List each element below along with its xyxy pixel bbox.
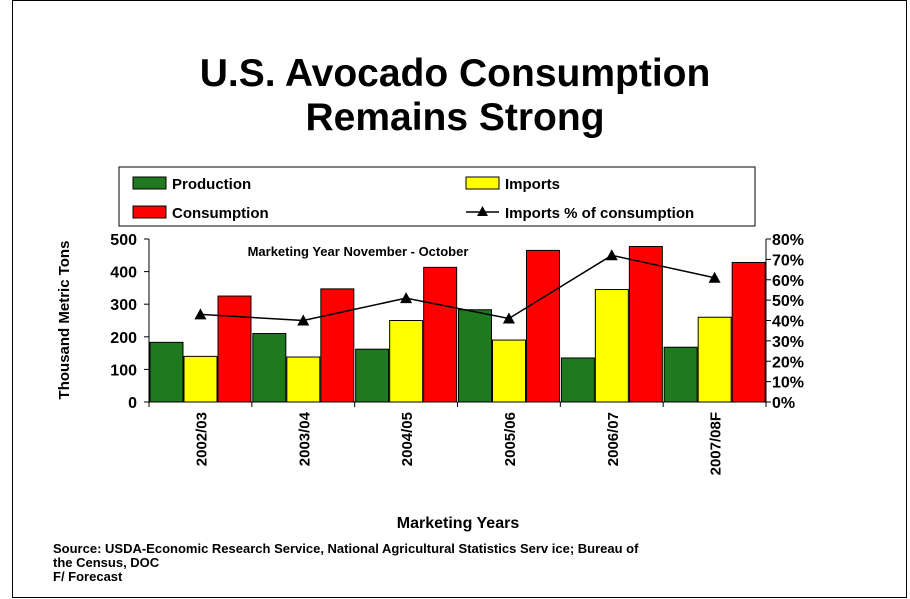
title-line-1: U.S. Avocado Consumption xyxy=(199,52,711,95)
imports-pct-marker-5 xyxy=(708,271,721,283)
bar-imports-5 xyxy=(697,316,732,403)
plot-area: Marketing Year November - October 0 100 200… xyxy=(110,232,804,475)
y2-tick-label-20: 20% xyxy=(772,354,804,371)
legend-marker-imports-pct xyxy=(477,206,488,216)
imports-pct-marker-4 xyxy=(605,249,618,261)
bar-production-4 xyxy=(560,357,595,403)
title-line-2: Remains Strong xyxy=(305,96,605,139)
bar-imports-1 xyxy=(286,356,321,403)
x-tick-label-5: 2007/08F xyxy=(708,412,725,475)
y2-tick-label-70: 70% xyxy=(772,252,804,269)
imports-pct-marker-3 xyxy=(502,312,515,324)
y-tick-label-300: 300 xyxy=(110,297,137,314)
y-tick-label-100: 100 xyxy=(110,362,137,379)
imports-pct-line xyxy=(200,254,715,322)
imports-pct-marker-1 xyxy=(297,314,310,326)
bar-production-3 xyxy=(458,309,492,403)
y-tick-label-200: 200 xyxy=(110,330,137,347)
bar-production-0 xyxy=(149,341,184,403)
bar-production-2 xyxy=(355,348,390,403)
legend: Production Imports Consumption Imports %… xyxy=(118,166,756,227)
y2-tick-label-80: 80% xyxy=(772,232,804,249)
source-line-1: Source: USDA-Economic Research Service, … xyxy=(53,541,639,556)
chart-annotation: Marketing Year November - October xyxy=(248,244,469,259)
y-tick-label-0: 0 xyxy=(128,395,137,412)
x-tick-label-0: 2002/03 xyxy=(193,412,210,466)
bar-imports-2 xyxy=(389,320,424,403)
bar-consumption-1 xyxy=(320,288,355,403)
legend-swatch-imports xyxy=(465,176,500,190)
x-tick-label-3: 2005/06 xyxy=(502,412,519,466)
bar-imports-3 xyxy=(492,339,526,403)
source-note: Source: USDA-Economic Research Service, … xyxy=(53,542,853,584)
y-tick-label-400: 400 xyxy=(110,265,137,282)
bar-imports-0 xyxy=(183,355,218,403)
x-axis-label: Marketing Years xyxy=(397,515,520,532)
legend-label-consumption: Consumption xyxy=(172,205,269,222)
legend-box xyxy=(118,166,756,227)
x-tick-label-2: 2004/05 xyxy=(399,412,416,466)
y2-tick-label-10: 10% xyxy=(772,375,804,392)
y-tick-label-500: 500 xyxy=(110,232,137,249)
y2-tick-label-60: 60% xyxy=(772,273,804,290)
y2-tick-label-0: 0% xyxy=(772,395,795,412)
bar-consumption-5 xyxy=(731,261,766,403)
legend-label-imports-pct: Imports % of consumption xyxy=(505,205,694,222)
bar-consumption-0 xyxy=(217,295,252,403)
legend-label-imports: Imports xyxy=(505,176,560,193)
source-line-2: the Census, DOC xyxy=(53,555,160,570)
y2-tick-label-40: 40% xyxy=(772,314,804,331)
bar-consumption-3 xyxy=(526,249,560,403)
bar-imports-4 xyxy=(594,289,629,403)
imports-pct-marker-2 xyxy=(400,292,413,304)
chart-title: U.S. Avocado Consumption Remains Strong xyxy=(0,52,910,140)
legend-swatch-consumption xyxy=(132,205,167,219)
y2-tick-label-50: 50% xyxy=(772,293,804,310)
legend-swatch-production xyxy=(132,176,167,190)
bar-production-5 xyxy=(663,346,698,403)
bar-consumption-2 xyxy=(423,266,458,403)
imports-pct-marker-0 xyxy=(194,308,207,320)
bar-production-1 xyxy=(252,333,287,403)
legend-label-production: Production xyxy=(172,176,251,193)
x-tick-label-4: 2006/07 xyxy=(605,412,622,466)
footnote: F/ Forecast xyxy=(53,569,123,584)
y-axis-label: Thousand Metric Tons xyxy=(56,241,73,400)
bar-consumption-4 xyxy=(628,245,663,403)
y2-tick-label-30: 30% xyxy=(772,334,804,351)
x-tick-label-1: 2003/04 xyxy=(296,411,313,466)
